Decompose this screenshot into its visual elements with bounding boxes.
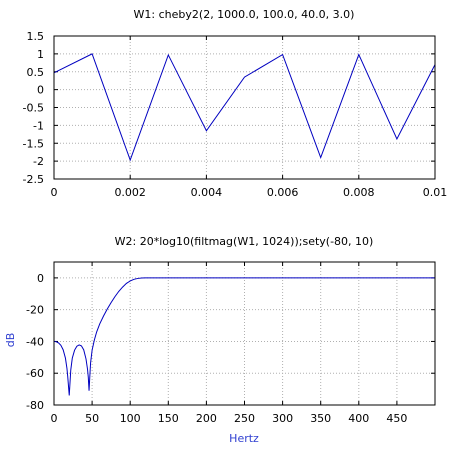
chart-w2-y-tick-label: -60 [26, 367, 44, 380]
chart-w1-y-tick-label: -2.5 [23, 173, 44, 186]
chart-w1-y-tick-label: -1 [33, 119, 44, 132]
chart-w1-y-tick-label: 1 [37, 48, 44, 61]
chart-w2-x-tick-label: 300 [272, 412, 293, 425]
chart-w2-y-tick-label: -80 [26, 399, 44, 412]
chart-w1-y-tick-label: -1.5 [23, 137, 44, 150]
chart-w1: W1: cheby2(2, 1000.0, 100.0, 40.0, 3.0) … [23, 8, 448, 199]
chart-w1-x-tick-label: 0 [51, 186, 58, 199]
chart-w1-frame [53, 35, 436, 180]
chart-w1-y-tick-label: 0.5 [27, 66, 45, 79]
chart-w2-x-axis-label: Hertz [229, 432, 259, 445]
chart-w2-x-tick-label: 50 [85, 412, 99, 425]
chart-w2-x-tick-label: 0 [51, 412, 58, 425]
chart-w2-x-tick-label: 100 [120, 412, 141, 425]
chart-w1-title: W1: cheby2(2, 1000.0, 100.0, 40.0, 3.0) [134, 8, 355, 21]
chart-w1-x-tick-label: 0.01 [423, 186, 448, 199]
chart-w2-x-tick-label: 350 [310, 412, 331, 425]
chart-w2-x-tick-label: 150 [158, 412, 179, 425]
chart-w1-y-tick-label: -0.5 [23, 102, 44, 115]
chart-w2-x-tick-label: 400 [348, 412, 369, 425]
chart-w2-title: W2: 20*log10(filtmag(W1, 1024));sety(-80… [115, 235, 374, 248]
chart-w1-y-tick-label: 0 [37, 84, 44, 97]
chart-w2-x-tick-label: 250 [234, 412, 255, 425]
chart-w1-x-tick-label: 0.002 [114, 186, 146, 199]
chart-w2-frame [53, 261, 436, 406]
chart-w2-y-axis-label: dB [4, 333, 17, 348]
chart-w2-y-tick-label: 0 [37, 272, 44, 285]
chart-w2-x-tick-label: 450 [386, 412, 407, 425]
chart-w1-y-tick-label: -2 [33, 155, 44, 168]
chart-w1-y-tick-label: 1.5 [27, 30, 45, 43]
chart-w1-x-tick-label: 0.008 [343, 186, 375, 199]
chart-w1-x-tick-label: 0.006 [267, 186, 299, 199]
chart-w1-series-line [53, 53, 436, 162]
chart-w2-y-tick-label: -40 [26, 335, 44, 348]
chart-w2: W2: 20*log10(filtmag(W1, 1024));sety(-80… [4, 235, 436, 445]
chart-w2-x-tick-label: 200 [196, 412, 217, 425]
chart-w2-series-line [53, 277, 435, 396]
chart-w1-x-tick-label: 0.004 [191, 186, 223, 199]
chart-w2-y-tick-label: -20 [26, 304, 44, 317]
